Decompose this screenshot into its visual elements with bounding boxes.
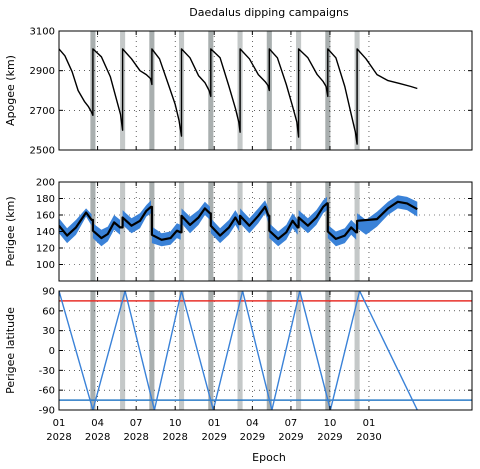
perigee-range-band [269,213,298,247]
campaign-band [354,291,360,410]
y-tick-label: -30 [39,366,55,377]
y-tick-label: 160 [36,211,55,222]
campaign-band [237,291,243,410]
panel-perigee: 100 120 140 160 180 200 Perigee (km) [4,178,473,282]
y-tick-label: 90 [42,287,55,298]
campaign-band [325,291,331,410]
perigee-range-band [122,200,151,234]
y-tick-label: 180 [36,194,55,205]
y-tick-label: 2900 [30,66,55,77]
x-tick-label-year: 2028 [123,432,148,443]
y-tick-label: 30 [42,326,55,337]
x-tick-label-month: 01 [53,418,66,429]
campaign-band [120,291,126,410]
campaign-band [208,291,214,410]
perigee-range-band [92,215,121,247]
x-tick-label-month: 01 [363,418,376,429]
y-tick-label: 140 [36,227,55,238]
x-tick-label-year: 2029 [278,432,303,443]
y-tick-label: 0 [49,346,55,357]
x-axis-title: Epoch [252,451,286,464]
campaign-band [296,182,302,281]
x-tick-label-month: 01 [208,418,221,429]
y-tick-label: -60 [39,386,55,397]
campaign-band [178,291,185,410]
panel-latitude: -90 -60 -30 0 30 60 90 Perigee latitude [4,287,473,417]
plot-frame [58,30,473,151]
perigee-series-line [59,200,418,241]
perigee-range-band [181,201,210,234]
y-tick-label: 3100 [30,27,55,38]
campaign-band [296,291,302,410]
campaign-band [237,182,243,281]
perigee-range-band [298,196,327,234]
latitude-series-line [59,291,418,410]
chart-title: Daedalus dipping campaigns [189,6,349,19]
x-tick-label-year: 2029 [201,432,226,443]
x-tick-label-year: 2029 [317,432,342,443]
x-tick-label-year: 2030 [356,432,381,443]
x-tick-label-month: 04 [246,418,259,429]
apogee-y-axis-title: Apogee (km) [4,55,17,126]
perigee-y-axis-title: Perigee (km) [4,196,17,266]
x-tick-label-month: 10 [169,418,182,429]
x-tick-label-month: 10 [324,418,337,429]
perigee-range-band [357,195,418,235]
campaign-band [120,182,126,281]
y-tick-label: 60 [42,306,55,317]
latitude-y-axis-title: Perigee latitude [4,307,17,394]
panel-apogee: 2500 2700 2900 3100 Apogee (km) [4,27,473,157]
y-tick-label: 100 [36,260,55,271]
y-tick-label: -90 [39,406,55,417]
y-tick-label: 200 [36,178,55,189]
perigee-range-band [151,223,181,247]
x-tick-label-month: 04 [91,418,104,429]
x-tick-label-year: 2029 [240,432,265,443]
campaign-band [149,31,155,150]
x-tick-label-year: 2028 [46,432,71,443]
x-tick-label-month: 07 [285,418,298,429]
x-tick-label-year: 2028 [85,432,110,443]
x-tick-label-year: 2028 [162,432,187,443]
apogee-series-line [59,48,418,145]
campaign-band [90,291,96,410]
y-tick-label: 2500 [30,146,55,157]
campaign-band [149,291,155,410]
perigee-range-band [327,219,357,247]
y-tick-label: 120 [36,244,55,255]
perigee-range-band [240,200,269,234]
x-tick-label-month: 07 [130,418,143,429]
y-tick-label: 2700 [30,106,55,117]
